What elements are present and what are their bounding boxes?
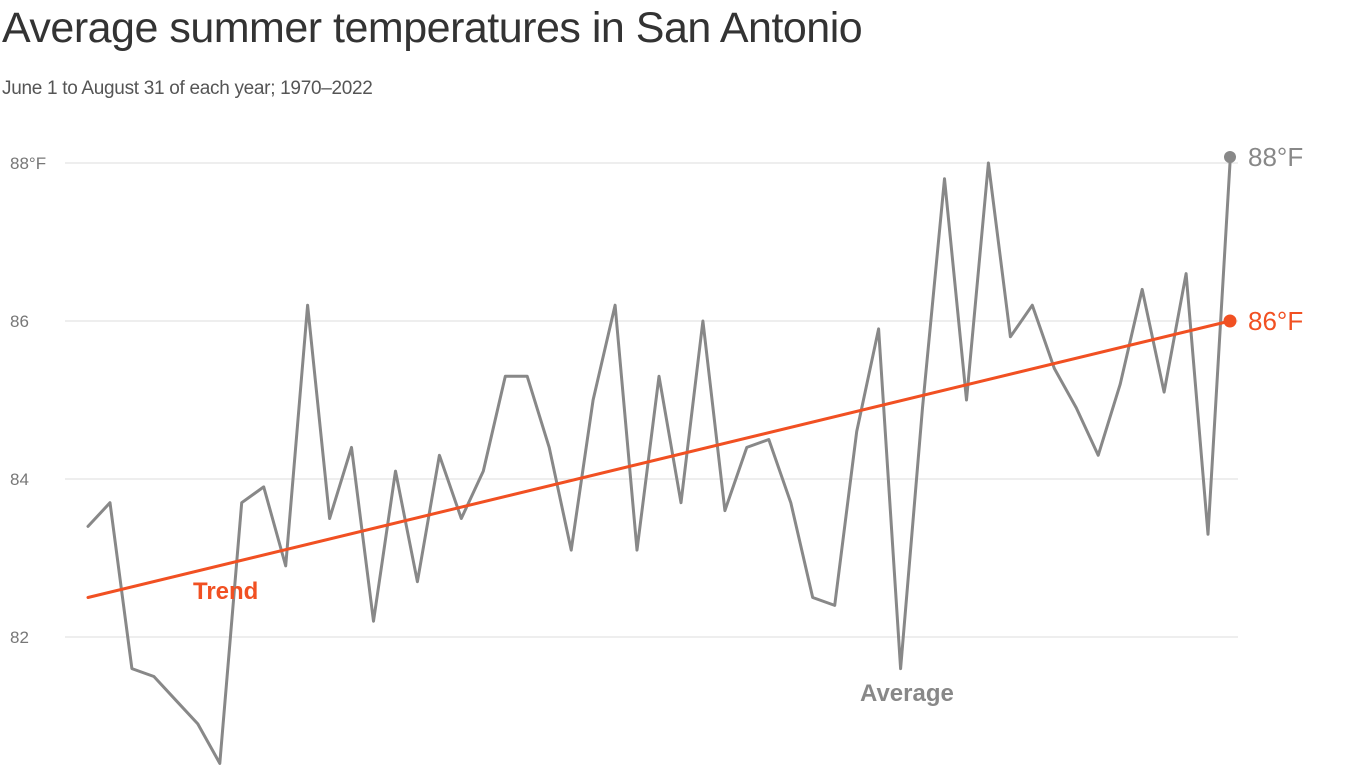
series-line-average bbox=[86, 161, 1232, 765]
y-tick-label-86: 86 bbox=[10, 312, 29, 331]
y-tick-label-88: 88°F bbox=[10, 154, 46, 173]
y-tick-label-84: 84 bbox=[10, 470, 29, 489]
end-label-average: 88°F bbox=[1248, 142, 1303, 172]
end-marker-average bbox=[1224, 151, 1236, 163]
end-marker-trend bbox=[1223, 314, 1237, 328]
chart-subtitle: June 1 to August 31 of each year; 1970–2… bbox=[2, 78, 373, 99]
series-label-trend: Trend bbox=[193, 578, 258, 605]
chart-title: Average summer temperatures in San Anton… bbox=[2, 4, 863, 52]
series-layer bbox=[86, 151, 1237, 765]
grid-layer: 88°F 86 84 82 bbox=[10, 154, 1238, 647]
y-tick-label-82: 82 bbox=[10, 628, 29, 647]
label-layer: 88°F 86°F Trend Average bbox=[193, 142, 1303, 707]
series-line-trend bbox=[86, 319, 1232, 599]
end-label-trend: 86°F bbox=[1248, 306, 1303, 336]
series-label-average: Average bbox=[860, 680, 954, 707]
